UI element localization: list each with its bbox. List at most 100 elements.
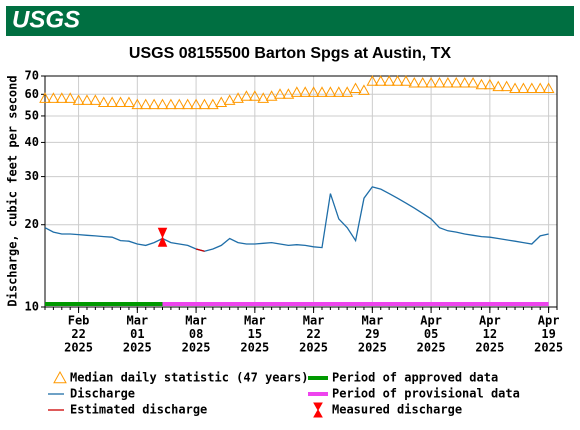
median-marker: [299, 86, 312, 97]
median-marker: [240, 90, 253, 101]
median-marker: [190, 98, 202, 110]
median-marker: [72, 94, 85, 105]
median-marker: [542, 82, 555, 94]
median-marker: [64, 92, 77, 103]
median-marker: [509, 82, 521, 94]
median-marker: [47, 92, 60, 103]
median-marker: [391, 75, 404, 86]
median-marker: [265, 90, 278, 101]
y-tick-label: 50: [25, 108, 39, 122]
y-tick-label: 20: [25, 217, 39, 231]
x-tick-label: 2025: [417, 341, 446, 355]
y-tick-label: 60: [25, 87, 39, 101]
median-marker: [492, 80, 505, 92]
x-tick-label: Mar: [303, 314, 325, 328]
median-marker: [198, 98, 211, 110]
median-marker: [290, 86, 303, 97]
x-tick-label: Mar: [126, 314, 148, 328]
median-marker: [475, 78, 488, 90]
median-marker: [450, 76, 463, 88]
legend-symbol: [53, 370, 67, 384]
x-tick-label: 2025: [475, 341, 504, 355]
y-tick-label: 10: [25, 300, 39, 314]
y-tick-label: 70: [25, 69, 39, 83]
x-tick-label: 29: [365, 327, 379, 341]
series-line: [44, 186, 549, 252]
x-tick-label: 2025: [534, 341, 563, 355]
period-bar: [45, 302, 163, 306]
legend-label: Measured discharge: [332, 403, 462, 417]
series-line: [195, 248, 205, 252]
x-tick-label: 22: [71, 327, 85, 341]
median-marker: [374, 75, 387, 86]
median-marker: [332, 86, 345, 97]
x-tick-label: 15: [248, 327, 262, 341]
x-tick-label: Mar: [362, 314, 384, 328]
median-marker: [274, 88, 286, 99]
median-marker: [366, 75, 379, 86]
median-marker: [400, 75, 412, 86]
header-bar: [6, 6, 574, 36]
x-tick-label: 22: [306, 327, 320, 341]
logo: USGS: [12, 6, 80, 33]
x-tick-label: 2025: [358, 341, 387, 355]
median-marker: [39, 92, 51, 103]
x-tick-label: 08: [189, 327, 203, 341]
median-marker: [106, 96, 118, 107]
plot-frame: [44, 75, 558, 308]
median-marker: [383, 75, 395, 86]
median-marker: [349, 82, 362, 94]
x-tick-label: Apr: [538, 314, 560, 328]
median-marker: [148, 98, 160, 110]
median-marker: [223, 94, 236, 105]
median-marker: [282, 88, 295, 99]
median-marker: [500, 80, 513, 92]
median-marker: [425, 76, 437, 88]
x-tick-label: 2025: [299, 341, 328, 355]
median-marker: [358, 84, 370, 95]
median-marker: [173, 98, 186, 110]
y-tick-label: 40: [25, 135, 39, 149]
period-bar: [162, 302, 549, 306]
x-tick-label: Feb: [68, 314, 90, 328]
median-marker: [215, 96, 228, 107]
median-marker: [416, 76, 429, 88]
x-tick-label: 01: [130, 327, 144, 341]
median-marker: [165, 98, 177, 110]
x-tick-label: 2025: [123, 341, 152, 355]
median-marker: [458, 76, 471, 88]
median-marker: [131, 98, 144, 110]
x-tick-label: 2025: [182, 341, 211, 355]
legend-label: Median daily statistic (47 years): [70, 371, 308, 385]
legend-symbol: [313, 402, 323, 418]
x-tick-label: Apr: [479, 314, 501, 328]
measurement-marker: [157, 227, 168, 247]
median-marker: [232, 92, 244, 103]
x-tick-label: 12: [483, 327, 497, 341]
median-marker: [248, 90, 261, 101]
x-tick-label: Apr: [420, 314, 442, 328]
y-axis-label: Discharge, cubic feet per second: [6, 75, 20, 306]
median-marker: [484, 78, 496, 90]
chart-title: USGS 08155500 Barton Spgs at Austin, TX: [129, 45, 452, 62]
x-tick-label: 2025: [240, 341, 269, 355]
median-marker: [467, 76, 479, 88]
median-marker: [114, 96, 127, 107]
legend-label: Discharge: [70, 387, 135, 401]
median-marker: [433, 76, 446, 88]
median-marker: [534, 82, 547, 94]
median-marker: [139, 98, 152, 110]
x-tick-label: Mar: [244, 314, 266, 328]
median-marker: [207, 98, 219, 110]
median-marker: [525, 82, 538, 94]
median-marker: [81, 94, 93, 105]
x-tick-label: Mar: [185, 314, 207, 328]
x-tick-label: 05: [424, 327, 438, 341]
median-marker: [408, 76, 421, 88]
median-marker: [307, 86, 320, 97]
y-tick-label: 30: [25, 169, 39, 183]
x-tick-label: 2025: [64, 341, 93, 355]
median-marker: [341, 86, 354, 97]
x-tick-label: 19: [541, 327, 555, 341]
